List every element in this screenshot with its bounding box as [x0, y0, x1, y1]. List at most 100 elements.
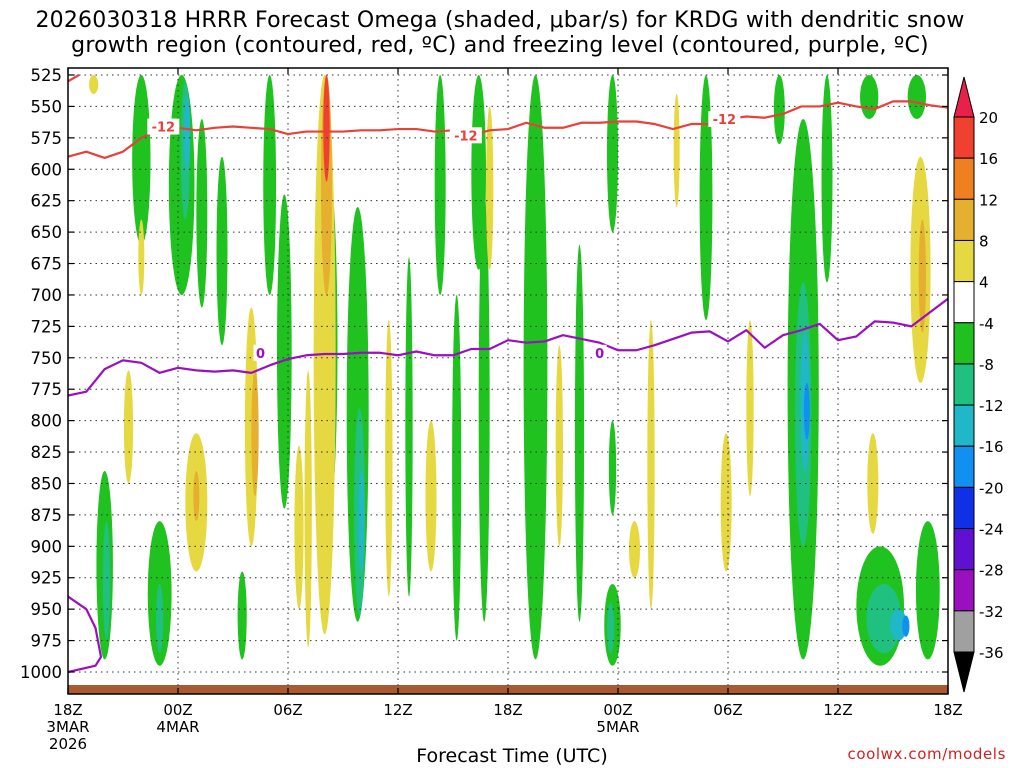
y-tick-label-825: 825	[31, 443, 63, 462]
omega-blob-39	[890, 609, 907, 641]
x-tick-label-18-0: 12Z	[383, 701, 412, 719]
red-contour-label-0: -12	[152, 121, 176, 136]
omega-blob-55	[486, 106, 494, 270]
omega-blob-3	[184, 93, 191, 170]
y-tick-label-575: 575	[31, 129, 63, 148]
colorbar-label-6: -8	[979, 356, 994, 374]
colorbar-band-5	[953, 322, 975, 365]
omega-blob-0	[132, 74, 151, 245]
y-tick-label-550: 550	[31, 97, 63, 116]
omega-blob-30	[860, 75, 879, 119]
y-tick-label-675: 675	[31, 255, 63, 274]
omega-blob-7	[277, 194, 292, 509]
colorbar-label-3: 8	[979, 232, 989, 250]
y-tick-label-975: 975	[31, 632, 63, 651]
omega-blob-61	[746, 320, 754, 497]
colorbar-label-13: -36	[979, 644, 1004, 662]
x-tick-label-36-0: 06Z	[713, 701, 742, 719]
colorbar-band-8	[953, 445, 975, 488]
purple-label-bg-1	[592, 344, 607, 361]
omega-blob-6	[263, 74, 277, 295]
purple-contour-0	[68, 297, 948, 397]
colorbar-label-10: -24	[979, 521, 1004, 539]
omega-blob-53	[385, 320, 393, 597]
omega-blob-33	[102, 521, 111, 641]
x-axis-title: Forecast Time (UTC)	[416, 745, 608, 767]
omega-blob-46	[123, 370, 134, 484]
omega-blob-58	[647, 320, 655, 610]
credit-link[interactable]: coolwx.com/models	[847, 745, 1006, 763]
y-tick-label-775: 775	[31, 380, 63, 399]
omega-blob-60	[720, 433, 732, 572]
colorbar-band-11	[953, 569, 975, 612]
omega-blob-17	[523, 75, 548, 660]
colorbar-label-2: 12	[979, 191, 998, 209]
contours: -12 -12 -12 0 0	[68, 74, 948, 674]
colorbar-band-12	[953, 610, 975, 653]
omega-blob-56	[555, 345, 563, 547]
colorbar-band-4	[953, 281, 975, 324]
colorbar-label-4: 4	[979, 274, 989, 292]
omega-blob-38	[866, 584, 902, 654]
omega-blob-22	[607, 602, 615, 654]
x-tick-label-30-0: 00Z	[603, 701, 632, 719]
colorbar-band-6	[953, 363, 975, 406]
omega-blob-64	[867, 433, 879, 534]
y-tick-label-750: 750	[31, 349, 63, 368]
omega-blob-52	[304, 370, 312, 647]
colorbar-label-1: 16	[979, 150, 998, 168]
y-tick-label-1000: 1000	[20, 663, 62, 682]
omega-blob-65	[89, 75, 99, 94]
colorbar-label-8: -16	[979, 438, 1004, 456]
colorbar-band-3	[953, 239, 975, 283]
x-tick-label-42-0: 12Z	[823, 701, 852, 719]
omega-blob-20	[608, 420, 617, 515]
x-tick-label-0-1: 3MAR	[46, 718, 89, 736]
chart-title-line2: growth region (contoured, red, ºC) and f…	[71, 33, 929, 58]
purple-contour-0-low	[68, 595, 103, 674]
colorbar-band-9	[953, 486, 975, 530]
omega-blob-51	[294, 445, 304, 610]
purple-contour-label-0: 0	[256, 347, 265, 362]
x-tick-label-12-0: 06Z	[273, 701, 302, 719]
grid-lines	[68, 68, 948, 694]
y-axis: 525 550 575 600 625 650 675 700 725 750 775 800 825 8…	[20, 66, 948, 682]
omega-blob-19	[607, 74, 618, 233]
omega-blob-59	[673, 93, 680, 207]
omega-blob-45	[138, 219, 145, 295]
omega-blob-14	[452, 294, 462, 641]
omega-blob-29	[821, 74, 833, 283]
colorbar-band-10	[953, 528, 975, 571]
colorbar: 20 16 12 8 4 -4 -8 -12 -16 -20 -24 -28 -32 -36	[953, 76, 1004, 693]
colorbar-top-triangle	[953, 76, 975, 118]
y-tick-label-725: 725	[31, 317, 63, 336]
omega-blob-28	[803, 382, 810, 440]
colorbar-band-2	[953, 198, 975, 241]
y-tick-label-850: 850	[31, 474, 63, 493]
omega-blob-12	[405, 257, 413, 597]
y-tick-label-700: 700	[31, 286, 63, 305]
omega-blob-57	[629, 521, 640, 578]
red-label-bg-1	[449, 127, 482, 144]
omega-blob-5	[216, 156, 228, 346]
red-label-bg-2	[708, 110, 741, 127]
omega-blob-35	[156, 584, 164, 654]
colorbar-band-0	[953, 116, 975, 159]
colorbar-band-1	[953, 157, 975, 200]
y-tick-label-950: 950	[31, 600, 63, 619]
omega-blob-4	[196, 118, 208, 308]
omega-blob-23	[699, 74, 713, 321]
red-contour-corner	[68, 74, 80, 83]
y-tick-label-800: 800	[31, 412, 63, 431]
omega-blob-41	[915, 521, 940, 660]
y-tick-label-625: 625	[31, 192, 63, 211]
y-tick-label-600: 600	[31, 160, 63, 179]
colorbar-label-0: 20	[979, 109, 998, 127]
colorbar-bottom-triangle	[953, 651, 975, 693]
chart-title: 2026030318 HRRR Forecast Omega (shaded, …	[0, 8, 1000, 58]
purple-contour-label-1: 0	[595, 347, 604, 362]
omega-blob-13	[434, 74, 446, 295]
colorbar-label-12: -32	[979, 603, 1004, 621]
